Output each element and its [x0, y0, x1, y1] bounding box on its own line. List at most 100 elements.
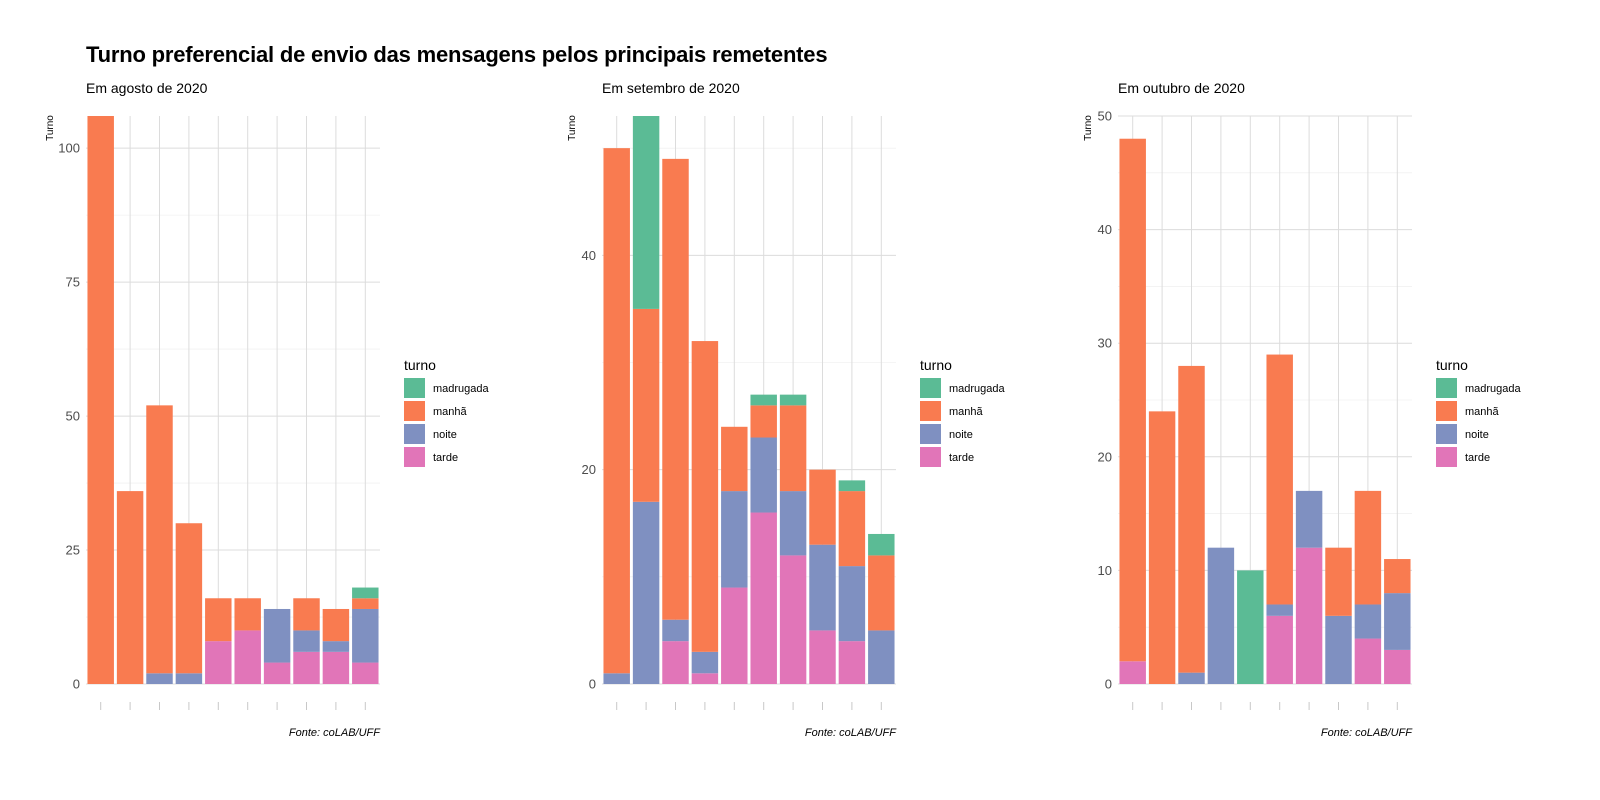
- legend: turno madrugada manhã noite tarde: [1436, 357, 1522, 467]
- legend-label-tarde: tarde: [433, 452, 458, 464]
- legend-label-manhã: manhã: [949, 406, 984, 418]
- bar-segment-tarde: [691, 673, 719, 684]
- chart-title: Turno preferencial de envio das mensagen…: [86, 42, 828, 67]
- bar-segment-madrugada: [632, 116, 660, 309]
- bar-segment-tarde: [1266, 615, 1293, 684]
- y-tick-label: 50: [66, 409, 80, 424]
- bar-segment-manhã: [1178, 365, 1205, 673]
- bar-segment-manhã: [205, 598, 232, 642]
- y-tick-label: 10: [1098, 563, 1112, 578]
- bar-segment-tarde: [263, 662, 291, 684]
- bar-segment-tarde: [352, 662, 379, 684]
- legend-key-manhã: [404, 401, 425, 421]
- bar-segment-tarde: [1354, 638, 1382, 684]
- bar-segment-manhã: [322, 608, 350, 642]
- bar-segment-madrugada: [779, 394, 807, 406]
- bar-segment-noite: [750, 437, 777, 513]
- source-caption: Fonte: coLAB/UFF: [1321, 727, 1413, 739]
- bar-segment-tarde: [750, 512, 777, 684]
- bar-segment-manhã: [809, 469, 836, 545]
- legend-label-noite: noite: [1465, 429, 1489, 441]
- bar-segment-madrugada: [1237, 570, 1264, 684]
- bar-segment-noite: [662, 619, 689, 642]
- legend-key-noite: [404, 424, 425, 444]
- bar-segment-noite: [721, 491, 748, 588]
- bar-segment-manhã: [293, 598, 320, 631]
- bar-segment-manhã: [352, 598, 379, 609]
- bar-segment-manhã: [1119, 138, 1146, 662]
- legend-key-madrugada: [920, 378, 941, 398]
- bar-segment-noite: [838, 566, 866, 642]
- bar-segment-manhã: [175, 523, 203, 674]
- bar-segment-manhã: [779, 405, 807, 492]
- legend-label-tarde: tarde: [949, 452, 974, 464]
- legend-title: turno: [404, 357, 436, 373]
- legend-key-manhã: [1436, 401, 1457, 421]
- legend-key-noite: [920, 424, 941, 444]
- bar-segment-tarde: [721, 587, 748, 684]
- legend: turno madrugada manhã noite tarde: [404, 357, 490, 467]
- bar-segment-manhã: [603, 148, 630, 674]
- bar-segment-tarde: [838, 641, 866, 684]
- legend-key-tarde: [404, 447, 425, 467]
- legend-key-tarde: [920, 447, 941, 467]
- legend-key-noite: [1436, 424, 1457, 444]
- bar-segment-manhã: [116, 491, 144, 684]
- bar-segment-tarde: [234, 630, 261, 684]
- bar-segment-noite: [175, 673, 203, 684]
- legend-title: turno: [920, 357, 952, 373]
- bar-segment-noite: [868, 630, 895, 684]
- bar-segment-manhã: [1266, 354, 1293, 605]
- bar-segment-madrugada: [868, 533, 895, 556]
- panel-subtitle: Em outubro de 2020: [1118, 80, 1245, 96]
- bar-segment-manhã: [1354, 490, 1382, 605]
- bar-segment-manhã: [1148, 411, 1176, 684]
- legend: turno madrugada manhã noite tarde: [920, 357, 1006, 467]
- bar-segment-noite: [779, 491, 807, 556]
- bar-segment-noite: [1178, 672, 1205, 684]
- bar-segment-manhã: [868, 555, 895, 631]
- bar-segment-manhã: [234, 598, 261, 631]
- legend-label-madrugada: madrugada: [1465, 383, 1522, 395]
- bar-segment-manhã: [721, 426, 748, 492]
- legend-key-tarde: [1436, 447, 1457, 467]
- y-tick-label: 75: [66, 275, 80, 290]
- bar-segment-manhã: [691, 341, 719, 652]
- legend-label-tarde: tarde: [1465, 452, 1490, 464]
- legend-label-madrugada: madrugada: [433, 383, 490, 395]
- bar-segment-tarde: [1384, 649, 1411, 684]
- bar-segment-noite: [691, 651, 719, 674]
- bar-segment-noite: [1354, 604, 1382, 639]
- bar-segment-manhã: [1384, 559, 1411, 594]
- bar-segment-tarde: [1295, 547, 1323, 684]
- bar-segment-noite: [263, 608, 291, 663]
- legend-label-manhã: manhã: [433, 406, 468, 418]
- y-tick-label: 20: [582, 462, 596, 477]
- bar-segment-manhã: [87, 116, 114, 684]
- panel-subtitle: Em setembro de 2020: [602, 80, 740, 96]
- y-tick-label: 40: [582, 248, 596, 263]
- bar-segment-manhã: [1325, 547, 1352, 616]
- bar-segment-tarde: [779, 555, 807, 684]
- y-tick-label: 25: [66, 543, 80, 558]
- bar-segment-madrugada: [750, 394, 777, 406]
- legend-key-manhã: [920, 401, 941, 421]
- y-tick-label: 30: [1098, 336, 1112, 351]
- bar-segment-tarde: [293, 651, 320, 684]
- y-tick-label: 40: [1098, 222, 1112, 237]
- panel-1: 0 25 50 75 100 Em agosto de 2020 Turno Fonte: c…: [45, 80, 490, 739]
- bar-segment-noite: [146, 673, 173, 684]
- bar-segment-madrugada: [838, 480, 866, 492]
- y-tick-label: 100: [58, 141, 80, 156]
- bar-segment-noite: [1266, 604, 1293, 616]
- panel-2: 0 20 40 Em setembro de 2020 Turno Fonte: coLA…: [567, 80, 1006, 739]
- legend-key-madrugada: [404, 378, 425, 398]
- legend-label-noite: noite: [433, 429, 457, 441]
- legend-label-noite: noite: [949, 429, 973, 441]
- bar-segment-manhã: [750, 405, 777, 438]
- bar-segment-noite: [603, 673, 630, 684]
- bar-segment-manhã: [632, 308, 660, 502]
- bar-segment-noite: [809, 544, 836, 631]
- bar-segment-tarde: [1119, 661, 1146, 684]
